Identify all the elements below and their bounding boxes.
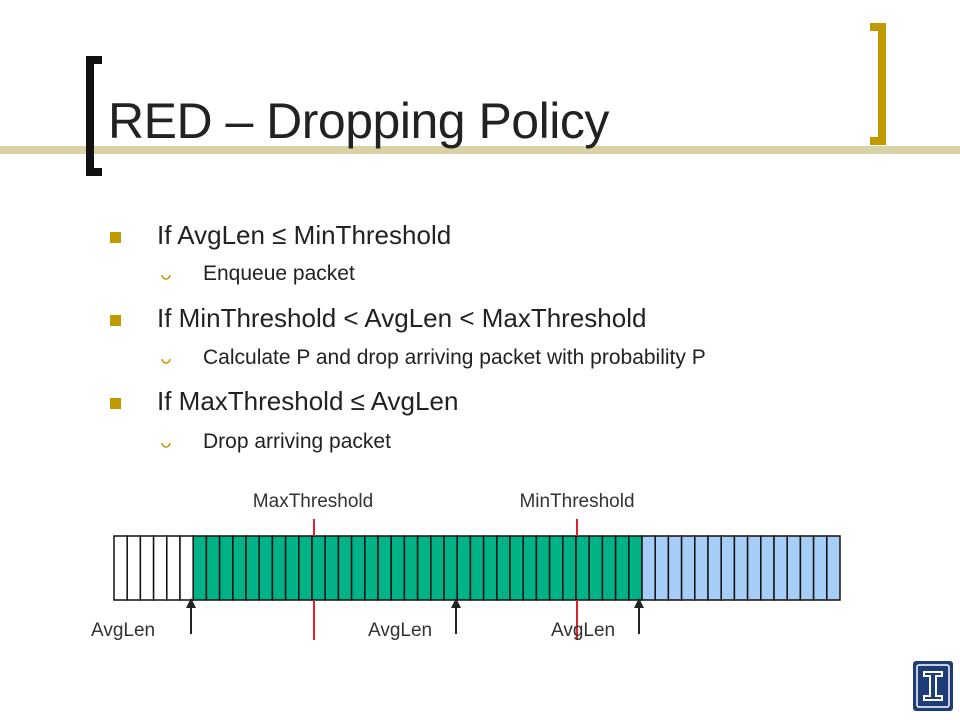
university-logo-icon bbox=[913, 661, 953, 711]
slide-decoration bbox=[0, 23, 960, 176]
max-threshold-label: MaxThreshold bbox=[253, 491, 373, 512]
title-underline-rule bbox=[0, 146, 960, 154]
queue-cell-occupied bbox=[469, 535, 485, 601]
queue-cells bbox=[113, 535, 841, 601]
queue-cell-occupied bbox=[311, 535, 326, 601]
queue-cell-occupied bbox=[298, 535, 313, 601]
bullet-3-text: If MaxThreshold ≤ AvgLen bbox=[157, 386, 459, 416]
queue-cell-occupied bbox=[535, 535, 551, 601]
queue-cell-free bbox=[773, 535, 788, 601]
queue-cell-occupied bbox=[601, 535, 617, 601]
avglen-arrow-icon bbox=[186, 598, 196, 634]
queue-cell-free bbox=[694, 535, 709, 601]
queue-cell-occupied bbox=[390, 535, 406, 601]
queue-cell-free bbox=[707, 535, 722, 601]
queue-cell-occupied bbox=[350, 535, 366, 601]
bullet-square-icon bbox=[110, 315, 121, 326]
bullet-square-icon bbox=[110, 398, 121, 409]
queue-cell-occupied bbox=[416, 535, 432, 601]
queue-cell-occupied bbox=[232, 535, 247, 601]
queue-cell-free bbox=[760, 535, 775, 601]
bullet-2-text: If MinThreshold < AvgLen < MaxThreshold bbox=[157, 303, 647, 333]
avglen-arrow-icon bbox=[634, 598, 644, 634]
queue-cell-occupied bbox=[562, 535, 577, 601]
queue-cell-occupied bbox=[443, 535, 458, 601]
right-bracket bbox=[870, 23, 886, 145]
queue-cell-occupied bbox=[614, 535, 630, 601]
queue-cell-occupied bbox=[205, 535, 221, 601]
queue-cell-empty bbox=[179, 535, 194, 601]
avglen-label-2: AvgLen bbox=[368, 620, 432, 641]
queue-cell-empty bbox=[139, 535, 155, 601]
queue-cell-occupied bbox=[271, 535, 287, 601]
queue-cell-occupied bbox=[364, 535, 379, 601]
queue-cell-empty bbox=[113, 535, 128, 601]
sub-bullet-circle-icon bbox=[161, 274, 171, 280]
queue-cell-occupied bbox=[456, 535, 472, 601]
queue-cell-occupied bbox=[430, 535, 445, 601]
queue-cell-occupied bbox=[218, 535, 234, 601]
queue-cell-occupied bbox=[403, 535, 419, 601]
queue-cell-empty bbox=[152, 535, 168, 601]
slide-title: RED – Dropping Policy bbox=[108, 93, 609, 149]
queue-cell-free bbox=[680, 535, 696, 601]
queue-cell-occupied bbox=[509, 535, 524, 601]
avglen-label-1: AvgLen bbox=[91, 620, 155, 641]
bullet-1-sub-text: Enqueue packet bbox=[203, 262, 355, 285]
bullet-square-icon bbox=[110, 232, 121, 243]
min-threshold-label: MinThreshold bbox=[519, 491, 634, 512]
queue-cell-occupied bbox=[588, 535, 604, 601]
queue-cell-empty bbox=[166, 535, 181, 601]
left-bracket bbox=[86, 56, 102, 176]
queue-cell-free bbox=[746, 535, 762, 601]
queue-cell-occupied bbox=[628, 535, 643, 601]
queue-cell-occupied bbox=[258, 535, 274, 601]
queue-cell-occupied bbox=[324, 535, 340, 601]
bullet-3-sub-text: Drop arriving packet bbox=[203, 430, 391, 453]
queue-cell-free bbox=[826, 535, 841, 601]
avglen-label-3: AvgLen bbox=[551, 620, 615, 641]
queue-cell-occupied bbox=[482, 535, 498, 601]
queue-cell-free bbox=[786, 535, 802, 601]
avglen-arrow-icon bbox=[451, 598, 461, 634]
queue-cell-free bbox=[799, 535, 815, 601]
queue-cell-free bbox=[720, 535, 736, 601]
sub-bullet-circle-icon bbox=[161, 442, 171, 448]
queue-cell-empty bbox=[126, 535, 142, 601]
queue-cell-occupied bbox=[245, 535, 260, 601]
queue-cell-free bbox=[733, 535, 749, 601]
bullet-2-sub-text: Calculate P and drop arriving packet wit… bbox=[203, 346, 706, 369]
red-queue-diagram: MaxThreshold MinThreshold AvgLen AvgLen … bbox=[91, 491, 841, 641]
queue-cell-occupied bbox=[496, 535, 511, 601]
queue-cell-occupied bbox=[377, 535, 392, 601]
queue-cell-occupied bbox=[284, 535, 300, 601]
queue-cell-free bbox=[812, 535, 828, 601]
queue-cell-occupied bbox=[522, 535, 538, 601]
queue-cell-occupied bbox=[192, 535, 208, 601]
queue-cell-free bbox=[667, 535, 683, 601]
queue-cell-occupied bbox=[548, 535, 564, 601]
sub-bullet-circle-icon bbox=[161, 358, 171, 364]
queue-cell-free bbox=[641, 535, 656, 601]
queue-cell-occupied bbox=[575, 535, 590, 601]
queue-cell-occupied bbox=[337, 535, 353, 601]
queue-cell-free bbox=[654, 535, 670, 601]
bullet-1-text: If AvgLen ≤ MinThreshold bbox=[157, 220, 452, 250]
